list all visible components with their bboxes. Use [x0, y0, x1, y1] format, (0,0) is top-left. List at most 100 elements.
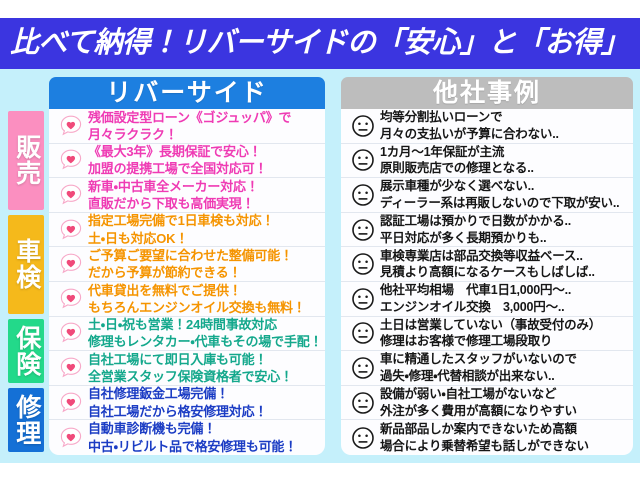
- row-text: 土日は営業していない（事故受付のみ） 修理はお客様で修理工場段取り: [380, 317, 629, 350]
- table-row: 車に精通したスタッフがいないので 過失・修理・代替相談が出来ない..: [341, 351, 633, 386]
- neutral-face-icon: [346, 391, 380, 415]
- row-text: 設備が弱い・自社工場がないなど 外注が多く費用が高額になりやすい: [380, 386, 629, 419]
- heart-speech-bubble-icon: [54, 287, 88, 311]
- heart-speech-bubble-icon: [54, 252, 88, 276]
- row-line-1: 指定工場完備で1日車検も対応！: [88, 213, 275, 229]
- riverside-column-header: リバーサイド: [49, 77, 325, 109]
- row-line-1: 均等分割払いローンで: [380, 110, 503, 125]
- page-title: 比べて納得！リバーサイドの「安心」と「お得」: [10, 27, 630, 59]
- table-row: 新品部品しか案内できないため高額 場合により乗替希望も話しができない: [341, 420, 633, 455]
- row-line-2: 場合により乗替希望も話しができない: [380, 438, 589, 453]
- row-line-1: 代車貸出を無料でご提供！: [88, 282, 242, 298]
- table-row: 自動車診断機も完備！ 中古・リビルト品で格安修理も可能！: [49, 420, 325, 455]
- category-tab-label: 修理: [12, 393, 41, 446]
- table-row: 1カ月～1年保証が主流 原則販売店での修理となる..: [341, 144, 633, 179]
- row-line-1: 展示車種が少なく選べない..: [380, 179, 535, 194]
- row-line-1: 《最大3年》長期保証で安心！: [88, 144, 262, 160]
- row-text: 指定工場完備で1日車検も対応！ 土・日も対応OK！: [88, 212, 321, 246]
- row-text: 他社平均相場 代車1日1,000円～.. エンジンオイル交換 3,000円～..: [380, 282, 629, 315]
- neutral-face-icon: [346, 183, 380, 207]
- heart-speech-bubble-icon: [54, 218, 88, 242]
- table-row: 自社工場にて即日入庫も可能！ 全営業スタッフ保険資格者で安心！: [49, 351, 325, 386]
- category-tab-label: 販売: [12, 134, 41, 187]
- row-line-1: 自動車診断機も完備！: [88, 421, 217, 437]
- row-line-2: 外注が多く費用が高額になりやすい: [380, 403, 577, 418]
- row-text: 土・日・祝も営業！24時間事故対応 修理もレンタカー・代車もその場で手配！: [88, 316, 323, 350]
- row-text: 均等分割払いローンで 月々の支払いが予算に合わない..: [380, 109, 629, 142]
- neutral-face-icon: [346, 321, 380, 345]
- comparison-body: 販売車検保険修理 リバーサイド 残価設定型ローン《ゴジュッパ》で 月々ラクラク！《…: [0, 69, 640, 463]
- row-text: 残価設定型ローン《ゴジュッパ》で 月々ラクラク！: [88, 109, 321, 143]
- riverside-column: リバーサイド 残価設定型ローン《ゴジュッパ》で 月々ラクラク！ 《最大3年》長期保証…: [49, 77, 325, 455]
- table-row: 指定工場完備で1日車検も対応！ 土・日も対応OK！: [49, 213, 325, 248]
- table-row: 車検専業店は部品交換等収益ベース.. 見積より高額になるケースもしばしば..: [341, 247, 633, 282]
- row-line-1: 土・日・祝も営業！24時間事故対応: [88, 317, 277, 333]
- category-tab-label: 保険: [12, 324, 41, 377]
- row-line-2: 加盟の提携工場で全国対応可！: [88, 161, 268, 177]
- heart-speech-bubble-icon: [54, 183, 88, 207]
- competitor-row-list: 均等分割払いローンで 月々の支払いが予算に合わない.. 1カ月～1年保証が主流 原則販…: [341, 109, 633, 455]
- table-row: ご予算ご要望に合わせた整備可能！ だから予算が節約できる！: [49, 247, 325, 282]
- category-tab-4: 修理: [8, 387, 44, 452]
- category-tab-1: 販売: [8, 111, 44, 210]
- table-row: 新車・中古車全メーカー対応！ 直販だから下取も高価実現！: [49, 178, 325, 213]
- riverside-column-header-label: リバーサイド: [106, 78, 268, 107]
- row-line-2: 直販だから下取も高価実現！: [88, 195, 255, 211]
- table-row: 代車貸出を無料でご提供！ もちろんエンジンオイル交換も無料！: [49, 282, 325, 317]
- row-line-1: 新品部品しか案内できないため高額: [380, 422, 577, 437]
- row-line-1: 他社平均相場 代車1日1,000円～..: [380, 283, 572, 298]
- row-text: 自社工場にて即日入庫も可能！ 全営業スタッフ保険資格者で安心！: [88, 351, 321, 385]
- category-tab-2: 車検: [8, 214, 44, 314]
- row-text: ご予算ご要望に合わせた整備可能！ だから予算が節約できる！: [88, 247, 321, 281]
- row-text: 新車・中古車全メーカー対応！ 直販だから下取も高価実現！: [88, 178, 321, 212]
- table-row: 土日は営業していない（事故受付のみ） 修理はお客様で修理工場段取り: [341, 317, 633, 352]
- row-line-2: 月々の支払いが予算に合わない..: [380, 126, 559, 141]
- row-line-1: 残価設定型ローン《ゴジュッパ》で: [88, 109, 292, 125]
- table-row: 設備が弱い・自社工場がないなど 外注が多く費用が高額になりやすい: [341, 386, 633, 421]
- row-line-2: ディーラー系は再販しないので下取が安い..: [380, 195, 620, 210]
- table-row: 土・日・祝も営業！24時間事故対応 修理もレンタカー・代車もその場で手配！: [49, 317, 325, 352]
- neutral-face-icon: [346, 114, 380, 138]
- row-line-2: もちろんエンジンオイル交換も無料！: [88, 299, 306, 315]
- heart-speech-bubble-icon: [54, 426, 88, 450]
- table-row: 認証工場は預かりで日数がかかる.. 平日対応が多く長期預かりも..: [341, 213, 633, 248]
- row-text: 車に精通したスタッフがいないので 過失・修理・代替相談が出来ない..: [380, 351, 629, 384]
- row-text: 認証工場は預かりで日数がかかる.. 平日対応が多く長期預かりも..: [380, 213, 629, 246]
- row-text: 《最大3年》長期保証で安心！ 加盟の提携工場で全国対応可！: [88, 143, 321, 177]
- row-line-1: ご予算ご要望に合わせた整備可能！: [88, 248, 293, 264]
- neutral-face-icon: [346, 426, 380, 450]
- competitor-column: 他社事例 均等分割払いローンで 月々の支払いが予算に合わない.. 1カ月～1年保証が…: [341, 77, 633, 455]
- page-banner: 比べて納得！リバーサイドの「安心」と「お得」: [0, 18, 640, 69]
- row-line-2: 中古・リビルト品で格安修理も可能！: [88, 438, 298, 454]
- row-line-2: 平日対応が多く長期預かりも..: [380, 230, 547, 245]
- heart-speech-bubble-icon: [54, 356, 88, 380]
- row-line-1: 新車・中古車全メーカー対応！: [88, 178, 259, 194]
- row-line-2: 過失・修理・代替相談が出来ない..: [380, 368, 555, 383]
- row-line-2: 原則販売店での修理となる..: [380, 161, 534, 176]
- row-text: 自社修理鈑金工場完備！ 自社工場だから格安修理対応！: [88, 385, 321, 419]
- neutral-face-icon: [346, 287, 380, 311]
- heart-speech-bubble-icon: [54, 391, 88, 415]
- row-line-2: 土・日も対応OK！: [88, 230, 189, 246]
- row-line-2: 自社工場だから格安修理対応！: [88, 403, 268, 419]
- row-text: 1カ月～1年保証が主流 原則販売店での修理となる..: [380, 144, 629, 177]
- neutral-face-icon: [346, 148, 380, 172]
- neutral-face-icon: [346, 252, 380, 276]
- row-line-1: 設備が弱い・自社工場がないなど: [380, 387, 557, 402]
- row-line-1: 自社工場にて即日入庫も可能！: [88, 351, 268, 367]
- competitor-column-header: 他社事例: [341, 77, 633, 109]
- heart-speech-bubble-icon: [54, 114, 88, 138]
- row-line-2: 修理もレンタカー・代車もその場で手配！: [88, 334, 323, 350]
- table-row: 均等分割払いローンで 月々の支払いが予算に合わない..: [341, 109, 633, 144]
- row-line-2: だから予算が節約できる！: [88, 265, 242, 281]
- table-row: 《最大3年》長期保証で安心！ 加盟の提携工場で全国対応可！: [49, 144, 325, 179]
- category-tab-3: 保険: [8, 318, 44, 383]
- category-tab-label: 車検: [12, 238, 41, 291]
- row-line-2: 見積より高額になるケースもしばしば..: [380, 265, 595, 280]
- row-line-1: 車検専業店は部品交換等収益ベース..: [380, 248, 583, 263]
- row-text: 代車貸出を無料でご提供！ もちろんエンジンオイル交換も無料！: [88, 282, 321, 316]
- heart-speech-bubble-icon: [54, 321, 88, 345]
- table-row: 自社修理鈑金工場完備！ 自社工場だから格安修理対応！: [49, 386, 325, 421]
- neutral-face-icon: [346, 218, 380, 242]
